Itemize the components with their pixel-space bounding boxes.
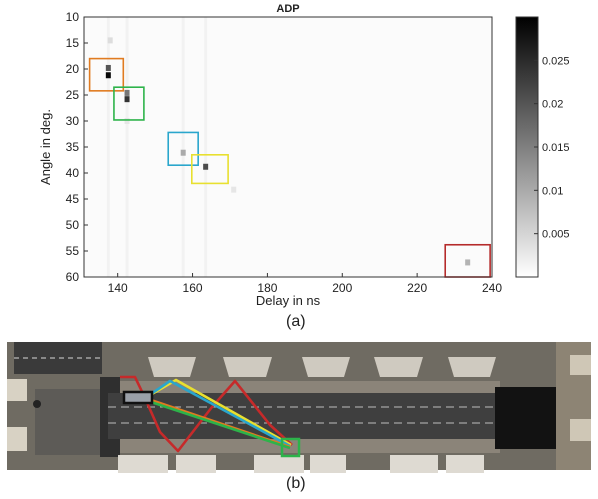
- heat-peak: [124, 89, 130, 96]
- ray-paths: [120, 375, 293, 453]
- colorbar-tick-label: 0.025: [542, 55, 570, 67]
- ray-path-blue: [144, 379, 291, 448]
- y-tick-label: 20: [66, 62, 80, 76]
- x-tick-label: 240: [482, 281, 502, 295]
- heat-streak: [182, 17, 185, 277]
- x-tick-label: 180: [257, 281, 277, 295]
- y-tick-label: 30: [66, 114, 80, 128]
- adp-chart: 140 160 180 200 220 240 10 15 20 25 30 35 40 45 50 55 6…: [38, 3, 570, 308]
- highlight-box: [191, 154, 229, 185]
- heat-peak: [180, 149, 186, 156]
- heat-peak: [105, 72, 111, 79]
- colorbar-tick-label: 0.015: [542, 142, 570, 154]
- scene-blocks-right: [570, 355, 591, 441]
- scene-houses-bottom: [118, 455, 484, 473]
- scene-roofs-top: [148, 357, 496, 377]
- heat-peak: [105, 64, 111, 71]
- heat-peak: [124, 118, 130, 124]
- heat-peak: [203, 163, 209, 170]
- panel-a-label: (a): [286, 313, 306, 330]
- y-tick-label: 55: [66, 244, 80, 258]
- receiver-box: [280, 437, 301, 458]
- highlight-box: [88, 57, 125, 92]
- heat-streak: [107, 17, 110, 277]
- x-tick-label: 160: [183, 281, 203, 295]
- y-tick-label: 15: [66, 36, 80, 50]
- x-tick-label: 220: [407, 281, 427, 295]
- highlight-box: [167, 131, 199, 167]
- y-tick-label: 10: [66, 10, 80, 24]
- chart-title: ADP: [276, 3, 299, 15]
- ray-path-red: [143, 379, 293, 453]
- colorbar-tick-label: 0.01: [542, 185, 563, 197]
- y-tick-label: 50: [66, 218, 80, 232]
- ray-path-green: [144, 398, 291, 450]
- heat-peak: [465, 259, 471, 266]
- y-tick-label: 25: [66, 88, 80, 102]
- plot-area: [84, 17, 492, 277]
- heat-streak: [204, 17, 207, 277]
- y-tick-label: 35: [66, 140, 80, 154]
- y-axis-label: Angle in deg.: [38, 109, 53, 185]
- scene-sidewalk-bottom: [120, 439, 500, 453]
- y-tick-label: 45: [66, 192, 80, 206]
- heatmap-layer: [105, 17, 471, 277]
- x-axis: 140 160 180 200 220 240: [108, 273, 502, 295]
- scene-sidewalk-top: [120, 381, 500, 393]
- scene-building-left: [35, 389, 105, 455]
- y-tick-label: 60: [66, 270, 80, 284]
- x-tick-label: 140: [108, 281, 128, 295]
- scene-street: [108, 393, 500, 439]
- colorbar-ticks: 0.005 0.01 0.015 0.02 0.025: [534, 55, 570, 241]
- y-axis: 10 15 20 25 30 35 40 45 50 55 60: [66, 10, 88, 284]
- heat-peak: [107, 37, 113, 44]
- colorbar-tick-label: 0.005: [542, 229, 570, 241]
- panel-b-label: (b): [286, 475, 306, 492]
- y-tick-label: 40: [66, 166, 80, 180]
- transmitter-box: [122, 390, 154, 405]
- heat-peak: [124, 96, 130, 103]
- highlight-box: [113, 86, 145, 121]
- heat-streak: [126, 17, 129, 277]
- scene-building-right: [495, 387, 557, 449]
- x-tick-label: 200: [332, 281, 352, 295]
- scene-image: [7, 342, 591, 473]
- heat-peak: [231, 186, 237, 193]
- scene-blocks-left: [7, 379, 41, 451]
- x-axis-label: Delay in ns: [256, 293, 321, 308]
- colorbar-tick-label: 0.02: [542, 99, 563, 111]
